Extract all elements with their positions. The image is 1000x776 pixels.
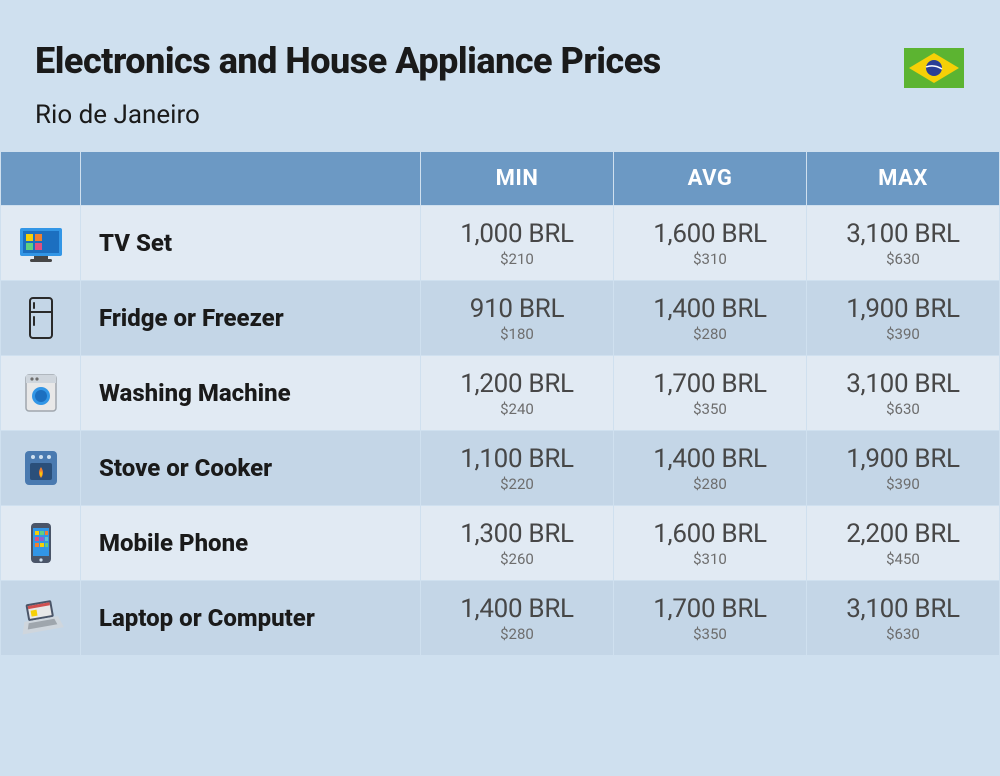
laptop-icon	[1, 581, 81, 656]
price-primary: 1,700 BRL	[614, 369, 806, 399]
price-secondary: $220	[421, 475, 613, 493]
col-max: MAX	[807, 152, 1000, 206]
price-primary: 1,200 BRL	[421, 369, 613, 399]
table-row: Mobile Phone 1,300 BRL $260 1,600 BRL $3…	[1, 506, 1000, 581]
price-secondary: $180	[421, 325, 613, 343]
col-avg: AVG	[614, 152, 807, 206]
cell-max: 3,100 BRL $630	[807, 581, 1000, 656]
price-secondary: $260	[421, 550, 613, 568]
price-primary: 1,600 BRL	[614, 519, 806, 549]
brazil-flag-icon	[904, 48, 964, 88]
table-row: TV Set 1,000 BRL $210 1,600 BRL $310 3,1…	[1, 206, 1000, 281]
cell-min: 1,000 BRL $210	[421, 206, 614, 281]
price-secondary: $210	[421, 250, 613, 268]
price-primary: 1,900 BRL	[807, 294, 999, 324]
price-secondary: $390	[807, 325, 999, 343]
cell-min: 1,400 BRL $280	[421, 581, 614, 656]
col-name	[81, 152, 421, 206]
price-secondary: $310	[614, 250, 806, 268]
price-primary: 3,100 BRL	[807, 219, 999, 249]
price-primary: 1,300 BRL	[421, 519, 613, 549]
fridge-icon	[1, 281, 81, 356]
item-name: Mobile Phone	[81, 506, 421, 581]
cell-min: 1,100 BRL $220	[421, 431, 614, 506]
cell-max: 1,900 BRL $390	[807, 431, 1000, 506]
price-secondary: $280	[614, 475, 806, 493]
price-secondary: $630	[807, 625, 999, 643]
cell-avg: 1,600 BRL $310	[614, 506, 807, 581]
cell-max: 3,100 BRL $630	[807, 356, 1000, 431]
price-secondary: $350	[614, 400, 806, 418]
table-header-row: MIN AVG MAX	[1, 152, 1000, 206]
item-name: TV Set	[81, 206, 421, 281]
page-title: Electronics and House Appliance Prices	[35, 40, 965, 82]
cell-min: 1,200 BRL $240	[421, 356, 614, 431]
cell-max: 3,100 BRL $630	[807, 206, 1000, 281]
item-name: Laptop or Computer	[81, 581, 421, 656]
table-row: Laptop or Computer 1,400 BRL $280 1,700 …	[1, 581, 1000, 656]
item-name: Fridge or Freezer	[81, 281, 421, 356]
price-primary: 1,600 BRL	[614, 219, 806, 249]
item-name: Stove or Cooker	[81, 431, 421, 506]
table-row: Fridge or Freezer 910 BRL $180 1,400 BRL…	[1, 281, 1000, 356]
page-subtitle: Rio de Janeiro	[35, 100, 965, 130]
cell-avg: 1,400 BRL $280	[614, 281, 807, 356]
cell-avg: 1,700 BRL $350	[614, 581, 807, 656]
price-secondary: $630	[807, 400, 999, 418]
cell-min: 910 BRL $180	[421, 281, 614, 356]
price-primary: 1,400 BRL	[614, 294, 806, 324]
price-secondary: $630	[807, 250, 999, 268]
price-secondary: $450	[807, 550, 999, 568]
cell-avg: 1,700 BRL $350	[614, 356, 807, 431]
mobile-icon	[1, 506, 81, 581]
cell-avg: 1,400 BRL $280	[614, 431, 807, 506]
price-secondary: $390	[807, 475, 999, 493]
price-primary: 1,000 BRL	[421, 219, 613, 249]
price-table: MIN AVG MAX	[0, 152, 1000, 656]
header: Electronics and House Appliance Prices R…	[0, 0, 1000, 130]
price-primary: 1,400 BRL	[614, 444, 806, 474]
table-row: Stove or Cooker 1,100 BRL $220 1,400 BRL…	[1, 431, 1000, 506]
price-secondary: $280	[421, 625, 613, 643]
cell-avg: 1,600 BRL $310	[614, 206, 807, 281]
price-primary: 1,700 BRL	[614, 594, 806, 624]
price-primary: 910 BRL	[421, 294, 613, 324]
price-primary: 2,200 BRL	[807, 519, 999, 549]
col-min: MIN	[421, 152, 614, 206]
table-row: Washing Machine 1,200 BRL $240 1,700 BRL…	[1, 356, 1000, 431]
cell-max: 2,200 BRL $450	[807, 506, 1000, 581]
price-secondary: $240	[421, 400, 613, 418]
price-primary: 3,100 BRL	[807, 369, 999, 399]
price-primary: 1,100 BRL	[421, 444, 613, 474]
price-primary: 3,100 BRL	[807, 594, 999, 624]
stove-icon	[1, 431, 81, 506]
price-primary: 1,900 BRL	[807, 444, 999, 474]
item-name: Washing Machine	[81, 356, 421, 431]
cell-min: 1,300 BRL $260	[421, 506, 614, 581]
price-secondary: $280	[614, 325, 806, 343]
price-primary: 1,400 BRL	[421, 594, 613, 624]
col-icon	[1, 152, 81, 206]
price-secondary: $310	[614, 550, 806, 568]
table-body: TV Set 1,000 BRL $210 1,600 BRL $310 3,1…	[1, 206, 1000, 656]
price-secondary: $350	[614, 625, 806, 643]
cell-max: 1,900 BRL $390	[807, 281, 1000, 356]
washer-icon	[1, 356, 81, 431]
page: Electronics and House Appliance Prices R…	[0, 0, 1000, 776]
tv-icon	[1, 206, 81, 281]
